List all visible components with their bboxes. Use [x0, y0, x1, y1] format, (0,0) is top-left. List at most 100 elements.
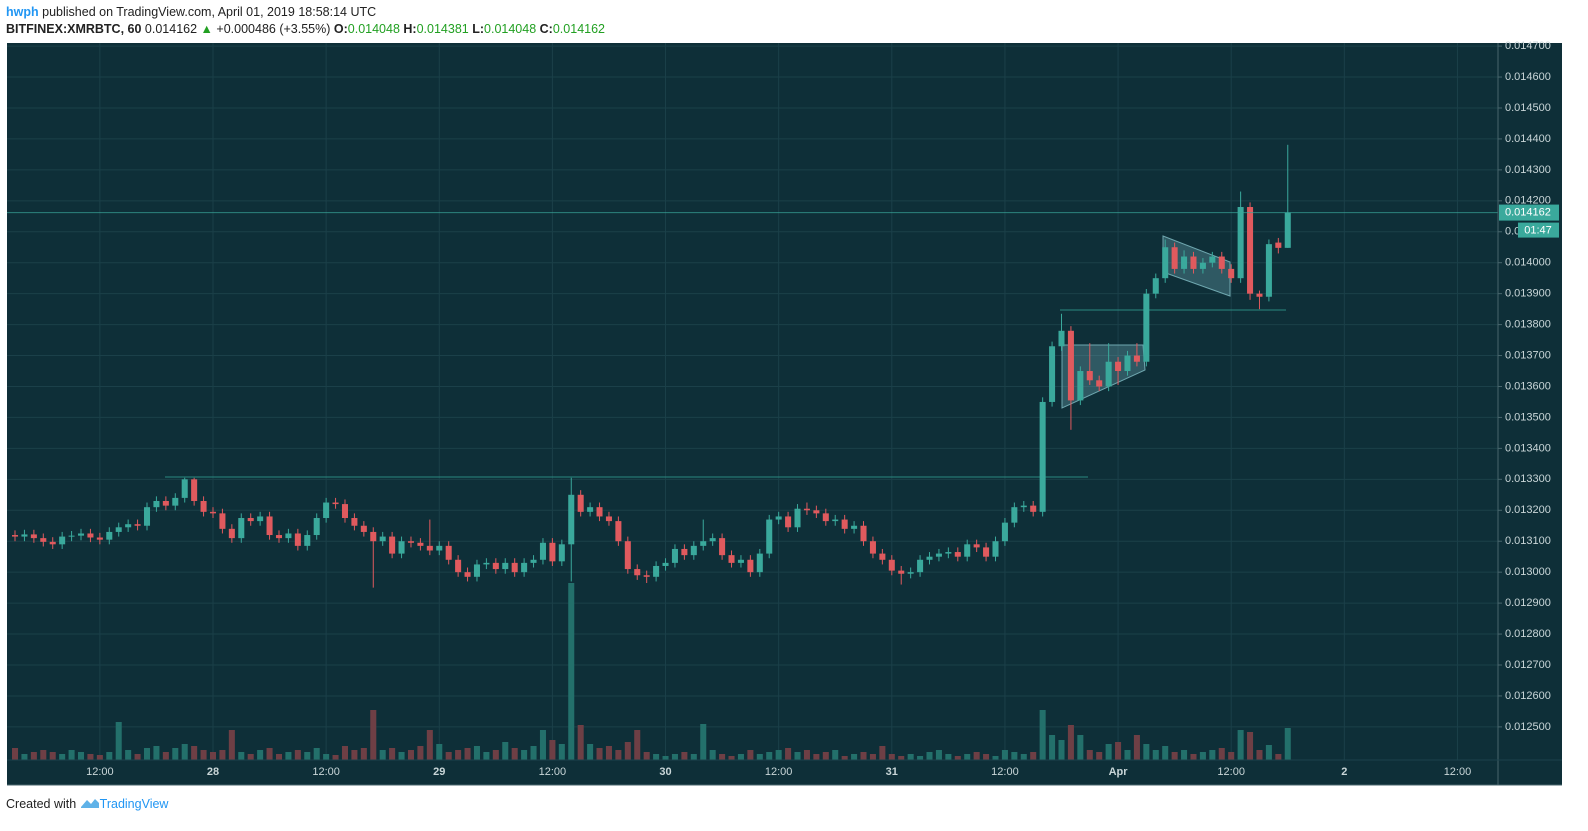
candle-body [502, 562, 509, 570]
volume-bar [341, 746, 349, 760]
volume-bar [1133, 735, 1140, 760]
volume-bar [605, 746, 612, 760]
volume-bar [162, 752, 169, 760]
candle-body [1247, 207, 1254, 294]
volume-bar [134, 754, 141, 760]
candle-body [917, 559, 924, 573]
candle-body [40, 538, 47, 542]
volume-bar [426, 730, 433, 760]
candle-body [756, 553, 763, 573]
candle-body [1067, 330, 1074, 401]
y-tick-label: 0.013700 [1505, 349, 1551, 361]
candle-body [370, 531, 377, 542]
volume-bar [247, 754, 254, 760]
y-tick-label: 0.013500 [1505, 411, 1551, 423]
candle-body [115, 527, 122, 532]
author[interactable]: hwph [6, 5, 39, 19]
y-tick-label: 0.014300 [1505, 164, 1551, 176]
volume-bar [30, 752, 37, 760]
y-tick-label: 0.014500 [1505, 102, 1551, 114]
x-tick-label: 12:00 [765, 766, 793, 778]
volume-bar [68, 750, 75, 760]
candle-body [266, 516, 273, 536]
volume-bar [1086, 750, 1093, 760]
volume-bar [87, 754, 94, 760]
candle-body [351, 518, 358, 526]
h-label: H: [403, 22, 417, 36]
candle-body [1228, 268, 1235, 279]
volume-bar [964, 754, 971, 760]
symbol-line: BITFINEX:XMRBTC, 60 0.014162 ▲ +0.000486… [6, 22, 605, 36]
volume-bar [1030, 752, 1037, 760]
volume-bar [1058, 740, 1065, 760]
candle-body [775, 516, 782, 520]
volume-bar [624, 742, 631, 760]
y-tick-label: 0.012700 [1505, 659, 1551, 671]
candle-body [1133, 355, 1140, 362]
candle-body [1115, 361, 1122, 372]
candle-body [822, 513, 829, 522]
published: published on TradingView.com, April 01, … [42, 5, 377, 19]
candle-body [587, 507, 594, 512]
volume-bar [172, 748, 179, 760]
volume-bar [238, 752, 245, 760]
candle-body [511, 562, 518, 573]
volume-bar [1256, 750, 1263, 760]
volume-bar [568, 583, 575, 760]
candle-body [1171, 247, 1178, 269]
candle-body [851, 525, 858, 529]
x-tick-label: 12:00 [1217, 766, 1245, 778]
candle-body [662, 562, 669, 566]
candle-body [1058, 330, 1065, 347]
volume-bar [96, 755, 103, 760]
candle-body [832, 519, 839, 522]
candle-body [464, 572, 471, 577]
volume-bar [143, 748, 151, 760]
o-label: O: [333, 22, 348, 36]
candle-body [379, 536, 386, 542]
volume-bar [115, 722, 122, 760]
y-tick-label: 0.013100 [1505, 535, 1551, 547]
volume-bar [530, 746, 537, 760]
candle-body [530, 559, 537, 563]
candle-body [87, 533, 94, 538]
x-tick-label: 12:00 [312, 766, 340, 778]
y-tick-label: 0.013900 [1505, 288, 1551, 300]
candle-body [285, 533, 292, 539]
volume-bar [643, 752, 650, 760]
volume-bar [436, 744, 443, 760]
candle-body [1209, 256, 1216, 263]
volume-bar [502, 742, 509, 760]
volume-bar [304, 752, 311, 760]
volume-bar [228, 730, 235, 760]
volume-bar [1001, 750, 1008, 760]
candle-body [983, 547, 990, 557]
c-label: C: [539, 22, 553, 36]
candle-body [153, 500, 160, 508]
volume-bar [332, 755, 339, 760]
volume-bar [1067, 725, 1074, 760]
candle-body [935, 553, 942, 557]
candle-body [596, 507, 603, 517]
y-tick-label: 0.014200 [1505, 195, 1551, 207]
x-tick-label: 12:00 [991, 766, 1019, 778]
up-arrow: ▲ [200, 22, 213, 36]
x-tick-label: 2 [1341, 766, 1347, 778]
volume-bar [483, 752, 490, 760]
volume-bar [1011, 752, 1018, 760]
y-tick-label: 0.014600 [1505, 71, 1551, 83]
candle-body [653, 565, 660, 577]
candle-body [888, 559, 895, 571]
x-tick-label: 29 [433, 766, 445, 778]
candle-body [539, 542, 546, 560]
volume-bar [1181, 750, 1188, 760]
volume-bar [1218, 748, 1225, 760]
volume-bar [181, 744, 188, 760]
brand[interactable]: TradingView [99, 797, 169, 811]
volume-bar [464, 748, 471, 760]
volume-bar [313, 748, 320, 760]
candle-body [785, 516, 792, 528]
volume-bar [1049, 735, 1056, 760]
candle-body [1199, 262, 1206, 269]
